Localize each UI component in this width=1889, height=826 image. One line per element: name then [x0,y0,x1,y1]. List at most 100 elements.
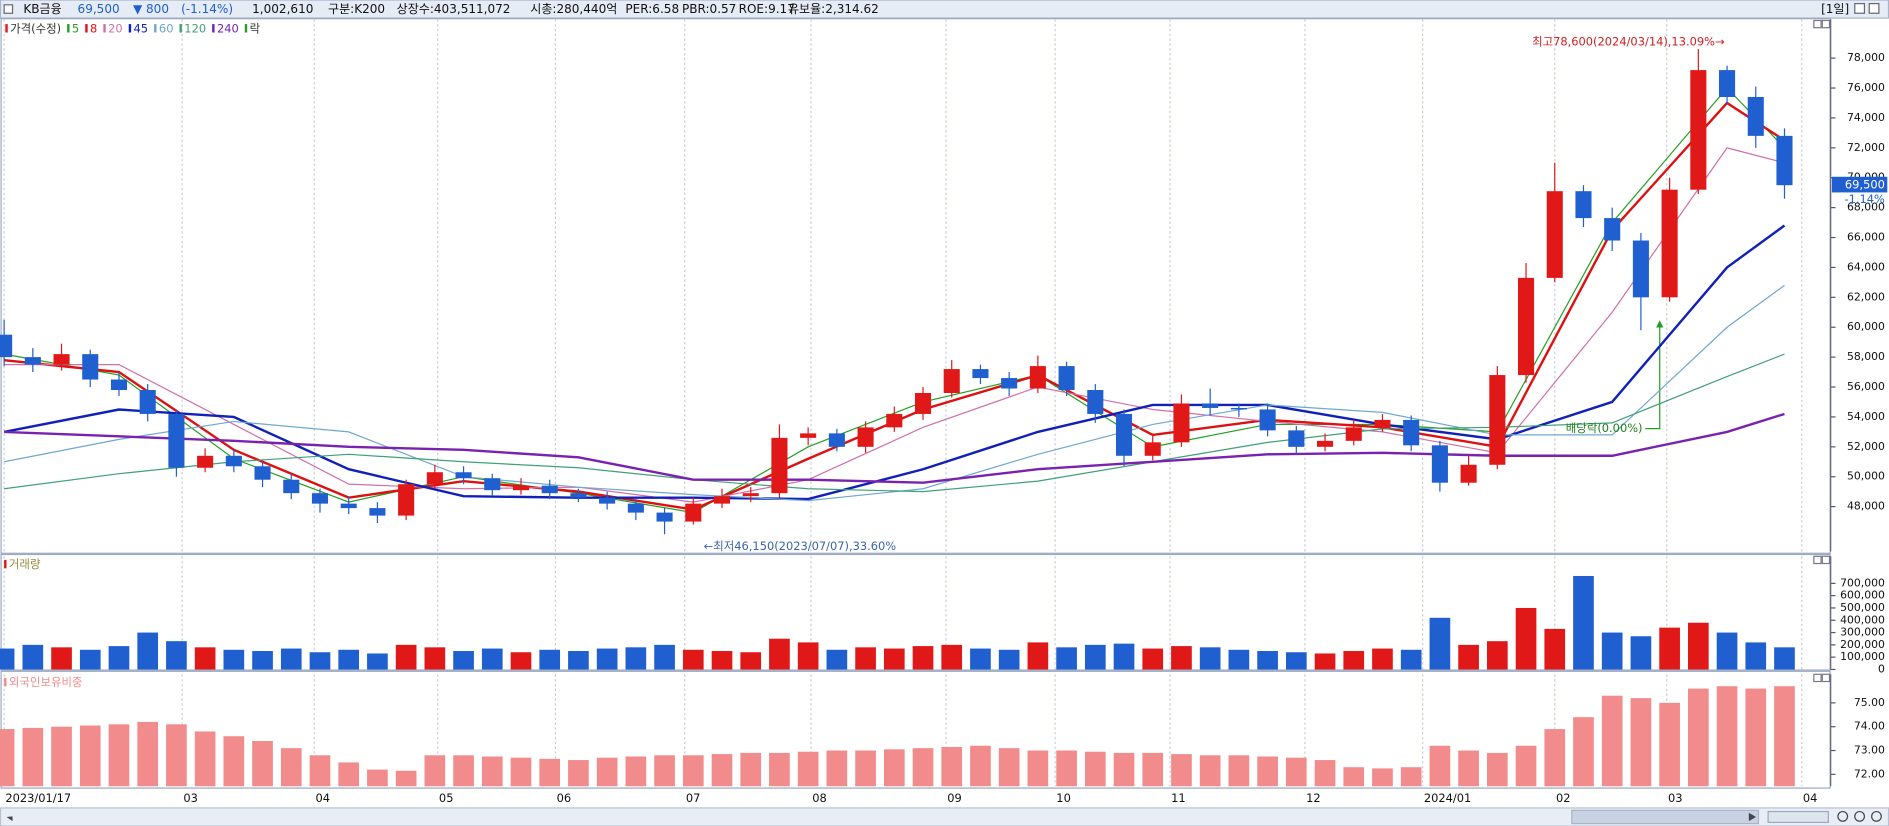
y-tick-label: 200,000 [1840,638,1885,651]
bar [998,748,1020,787]
zoom-reset[interactable] [1871,810,1882,822]
moving-average-line [4,353,1785,493]
bar [481,756,503,787]
bar [309,755,331,787]
scroll-right[interactable] [1748,812,1757,822]
stock-price: 69,500 [78,2,120,16]
bar [1601,695,1623,787]
bar [137,721,159,787]
bar [1774,686,1795,787]
shares: 상장수:403,511,072 [397,2,511,16]
bar [1228,755,1250,787]
ex-dividend-marker [1645,322,1661,430]
bar [1573,575,1594,670]
bar [1429,745,1451,787]
legend-label: 가격(수정) [10,21,61,35]
panel-button[interactable] [1813,555,1822,565]
legend-marker [179,24,182,33]
bar [1372,648,1393,670]
last-price-label: 69,500 [1845,178,1885,192]
scroll-thumb[interactable] [1571,809,1760,825]
bar [769,638,790,670]
price-change: ▼ 800 [133,2,169,16]
y-tick-label: 74.00 [1854,720,1885,733]
bar [826,649,848,670]
panel-button[interactable] [1821,673,1831,683]
bar [797,642,819,670]
zoom-slider[interactable] [1767,810,1829,823]
candle-body [398,484,415,516]
x-tick-label: 11 [1171,791,1186,805]
bar [740,752,762,787]
y-tick-label: 0 [1878,662,1885,675]
zoom-out[interactable] [1837,810,1849,822]
candle-body [512,485,530,491]
bar [1458,644,1479,670]
bar [1515,607,1537,670]
y-tick-label: 74,000 [1847,111,1885,124]
candle-body [771,437,788,494]
candle-body [1202,403,1219,408]
x-tick-label: 02 [1556,791,1571,805]
bar [252,651,273,670]
bar [309,652,331,670]
legend-label: 5 [72,21,79,35]
candle-body [24,357,41,365]
candle-body [685,503,702,522]
bar [1515,745,1537,787]
bar [166,641,187,670]
bar [1544,628,1566,670]
candle-body [713,496,731,504]
bar [1084,644,1106,670]
bar [1544,729,1566,787]
panel-button[interactable] [1821,555,1831,565]
bar [280,648,302,670]
candle-body [1115,413,1133,456]
bar [424,647,446,670]
stock-name: KB금융 [23,2,61,16]
legend-marker [67,24,70,33]
bar [1659,702,1680,787]
bar [1716,632,1738,670]
candle-body [541,485,558,494]
window-button[interactable] [1868,3,1880,14]
bar [682,649,704,670]
legend-marker [103,24,106,33]
candle-body [1431,445,1448,483]
legend-marker [128,24,132,33]
bar [1257,756,1278,787]
panel-button[interactable] [1813,673,1822,683]
bar [395,770,417,787]
bar [280,748,302,787]
candle-body [1087,390,1104,414]
scroll-left[interactable] [6,816,13,822]
scrollbar [0,807,1889,826]
candle-body [1316,440,1334,447]
bar [855,647,876,670]
moving-average-line [4,147,1785,503]
zoom-in[interactable] [1854,810,1866,822]
bar [539,758,561,787]
bar [1314,653,1336,670]
candle-body [110,379,128,391]
period-button[interactable]: [1일] [1821,2,1849,16]
panel-button[interactable] [1813,19,1822,29]
y-tick-label: 66,000 [1847,231,1885,244]
bar [1372,768,1393,787]
candle-body [1632,240,1649,298]
x-tick-label: 09 [947,791,962,805]
legend-label: 8 [90,21,97,35]
bar [941,746,963,787]
window-button[interactable] [1854,3,1866,14]
per: PER:6.58 [625,2,679,16]
candle-body [1690,70,1707,190]
bar [194,731,216,787]
bar [367,769,388,787]
bar [1716,686,1738,787]
candle-body [599,497,616,504]
candle-body [1230,407,1247,410]
panel-button[interactable] [1821,19,1831,29]
candle-body [1719,70,1736,98]
candle-body [1345,427,1362,441]
